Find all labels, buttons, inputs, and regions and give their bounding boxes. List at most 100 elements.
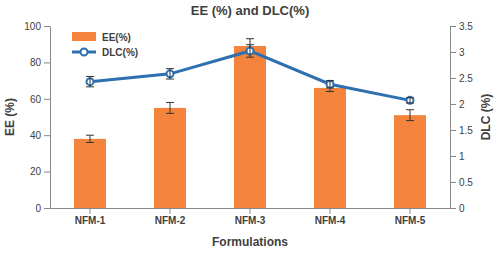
error-bar [406,110,414,121]
bar [74,139,106,208]
y-axis-tick-label: 40 [30,130,42,141]
legend-swatch [72,32,96,41]
error-cap [406,109,414,110]
x-axis-tick-label: NFM-3 [235,215,266,226]
y-axis: 0 20 40 60 80 100 [24,21,50,214]
y2-axis-tick-mark [450,104,456,105]
x-axis-tick: NFM-2 [155,208,186,226]
y-axis-tick: 60 [30,94,50,105]
y2-axis-tick-label: 1 [459,151,465,162]
error-cap [246,38,254,39]
x-axis-tick-mark [330,208,331,214]
y-axis-tick-label: 60 [30,94,42,105]
y2-axis-tick-label: 0 [459,203,465,214]
error-cap [326,87,334,88]
y2-axis-tick-label: 2.5 [459,73,473,84]
y-axis-tick-label: 0 [35,203,41,214]
legend: EE(%) DLC(%) [72,32,138,58]
y-axis-tick: 100 [24,21,50,32]
error-cap [326,91,334,92]
error-cap [86,142,94,143]
bar [154,108,186,208]
legend-item: DLC(%) [72,47,138,58]
y2-axis-tick-mark [450,208,456,209]
y-axis-tick-mark [44,62,50,63]
error-stem [250,45,251,57]
legend-label: DLC(%) [102,47,138,58]
y-axis-tick-mark [44,172,50,173]
bar [314,88,346,208]
marker [327,81,334,88]
x-axis-tick-label: NFM-5 [395,215,426,226]
error-cap [86,135,94,136]
y-axis-tick: 0 [35,203,50,214]
error-bar [166,102,174,113]
y2-axis-tick-label: 3 [459,47,465,58]
error-stem [170,69,171,79]
y2-axis-tick-mark [450,156,456,157]
error-cap [406,102,414,103]
y2-axis-tick: 2 [450,99,465,110]
bar [394,115,426,208]
x-axis-tick-mark [170,208,171,214]
y-axis-tick-label: 100 [24,21,41,32]
error-stem [330,81,331,88]
y2-axis-tick-label: 1.5 [459,125,473,136]
error-cap [166,68,174,69]
error-cap [166,102,174,103]
y2-axis-tick-label: 2 [459,99,465,110]
error-bar [406,98,414,103]
error-bar [166,69,174,79]
x-axis-tick-label: NFM-1 [75,215,106,226]
error-cap [166,79,174,80]
x-axis-tick: NFM-4 [315,208,346,226]
error-stem [170,102,171,113]
legend-marker [81,49,88,56]
y-axis-tick-mark [44,99,50,100]
error-cap [406,97,414,98]
y-axis-tick-label: 20 [30,166,42,177]
y-axis-title: EE (%) [3,98,17,136]
y2-axis-title: DLC (%) [479,94,493,141]
error-cap [166,113,174,114]
error-stem [410,110,411,121]
y2-axis-tick-mark [450,78,456,79]
y2-axis-line [450,27,451,209]
error-bar [86,76,94,86]
error-stem [410,98,411,103]
y-axis-tick-mark [44,26,50,27]
plot-area: 02040608010000.511.522.533.5NFM-1NFM-2NF… [24,21,473,226]
legend-label: EE(%) [102,32,131,43]
x-axis-tick: NFM-3 [235,208,266,226]
error-bar [86,135,94,142]
error-cap [326,80,334,81]
marks [74,39,426,208]
bar [234,46,266,208]
error-cap [246,44,254,45]
error-cap [86,76,94,77]
y2-axis: 00.511.522.533.5 [450,21,473,214]
error-bar [326,81,334,88]
x-axis-tick: NFM-1 [75,208,106,226]
x-axis: NFM-1 NFM-2 NFM-3 NFM-4 NFM-5 [51,208,451,226]
y2-axis-tick: 3 [450,47,465,58]
x-axis-tick-mark [90,208,91,214]
y2-axis-tick: 3.5 [450,21,473,32]
x-axis-tick-label: NFM-2 [155,215,186,226]
y-axis-tick: 40 [30,130,50,141]
x-axis-tick-label: NFM-4 [315,215,346,226]
y2-axis-tick-label: 3.5 [459,21,473,32]
error-stem [90,76,91,86]
legend-item: EE(%) [72,32,131,43]
line [90,51,410,100]
y2-axis-tick-mark [450,182,456,183]
y-axis-tick: 80 [30,57,50,68]
y-axis-tick-mark [44,135,50,136]
y2-axis-tick-mark [450,26,456,27]
error-bar [246,45,254,57]
error-cap [86,86,94,87]
x-axis-tick-mark [410,208,411,214]
x-axis-tick: NFM-5 [395,208,426,226]
y2-axis-tick: 2.5 [450,73,473,84]
y2-axis-tick: 1 [450,151,465,162]
